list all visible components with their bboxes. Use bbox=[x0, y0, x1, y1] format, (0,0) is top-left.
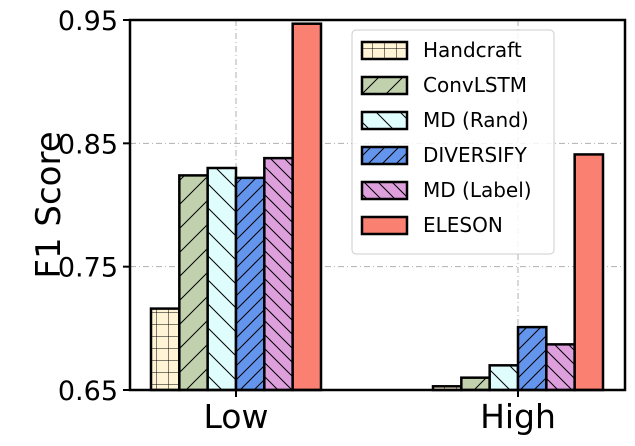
legend-entry-md-rand: MD (Rand) bbox=[360, 108, 529, 132]
bar-hatch bbox=[207, 168, 236, 390]
legend-label: ConvLSTM bbox=[423, 73, 527, 97]
y-axis-label: F1 Score bbox=[29, 131, 69, 278]
legend-swatch-outline bbox=[360, 180, 409, 201]
legend-swatch-outline bbox=[360, 75, 409, 96]
x-tick-label-low: Low bbox=[204, 397, 269, 436]
bar-handcraft-low bbox=[149, 307, 181, 392]
legend-swatch-outline bbox=[360, 40, 409, 61]
bar-md-label-high bbox=[545, 343, 576, 392]
plot-frame bbox=[128, 18, 627, 392]
legend-label: MD (Rand) bbox=[423, 108, 529, 132]
legend-swatch-hatch bbox=[362, 42, 407, 59]
bar-convlstm-high bbox=[460, 376, 491, 392]
bar-hatch bbox=[236, 177, 265, 390]
legend: Handcraft ConvLSTM MD (Rand) DIVERSIFY MD (L… bbox=[351, 29, 555, 255]
legend-entry-md-label: MD (Label) bbox=[360, 178, 532, 202]
y-axis-ticks: 0.65 0.75 0.85 0.95 bbox=[58, 6, 130, 407]
legend-swatch-hatch bbox=[362, 77, 407, 94]
bars bbox=[149, 22, 605, 392]
bar-md-rand-low bbox=[206, 166, 238, 392]
bar-fill bbox=[292, 23, 321, 390]
bar-md-label-low bbox=[263, 156, 294, 392]
y-tick-label: 0.95 bbox=[58, 6, 118, 37]
bar-hatch bbox=[461, 377, 490, 390]
x-axis-ticks: Low High bbox=[204, 390, 556, 436]
bar-eleson-low bbox=[291, 22, 323, 392]
bar-convlstm-low bbox=[178, 174, 209, 392]
bar-md-rand-high bbox=[488, 364, 520, 392]
legend-swatch-outline bbox=[360, 110, 409, 131]
bar-hatch bbox=[518, 327, 547, 390]
bar-hatch bbox=[546, 344, 575, 390]
bar-hatch bbox=[489, 365, 518, 390]
legend-label: MD (Label) bbox=[423, 178, 532, 202]
legend-swatch-outline bbox=[360, 145, 409, 166]
y-tick-label: 0.65 bbox=[58, 376, 118, 407]
legend-label: ELESON bbox=[423, 213, 503, 237]
bar-hatch bbox=[151, 308, 180, 390]
legend-swatch-hatch bbox=[362, 112, 407, 129]
y-tick-label: 0.75 bbox=[58, 253, 118, 284]
x-tick-label-high: High bbox=[480, 397, 556, 436]
legend-label: Handcraft bbox=[423, 38, 522, 62]
bar-hatch bbox=[433, 386, 462, 390]
bar-hatch bbox=[179, 175, 208, 390]
legend-swatch-hatch bbox=[362, 147, 407, 164]
legend-label: DIVERSIFY bbox=[423, 143, 528, 167]
legend-entry-handcraft: Handcraft bbox=[360, 38, 522, 62]
bar-hatch bbox=[264, 158, 293, 390]
bar-eleson-high bbox=[573, 153, 605, 392]
legend-entry-eleson: ELESON bbox=[360, 213, 503, 237]
legend-swatch-hatch bbox=[362, 182, 407, 199]
legend-swatch-outline bbox=[360, 215, 409, 236]
legend-entry-diversify: DIVERSIFY bbox=[360, 143, 528, 167]
bar-diversify-high bbox=[516, 325, 548, 392]
bar-fill bbox=[574, 154, 603, 390]
legend-swatch bbox=[362, 217, 407, 234]
bar-diversify-low bbox=[234, 176, 266, 392]
y-tick-label: 0.85 bbox=[58, 129, 118, 160]
legend-entry-convlstm: ConvLSTM bbox=[360, 73, 527, 97]
